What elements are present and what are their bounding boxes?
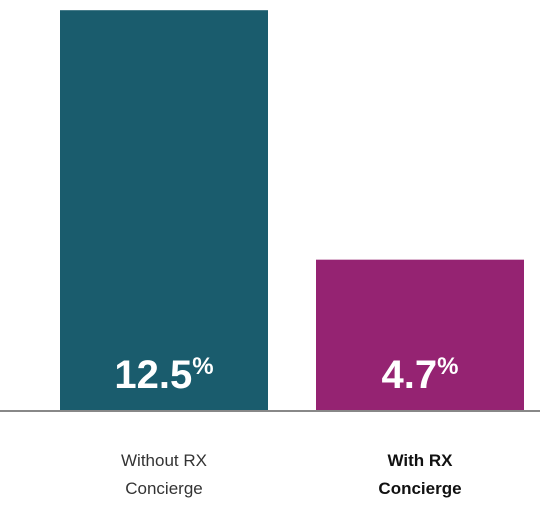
bar <box>316 259 524 410</box>
x-tick-label: Without RX Concierge <box>121 451 207 498</box>
value-label: 4.7% <box>382 353 459 397</box>
x-tick-label: With RX Concierge <box>378 451 461 498</box>
value-label: 12.5% <box>114 353 213 397</box>
bar <box>60 10 268 410</box>
